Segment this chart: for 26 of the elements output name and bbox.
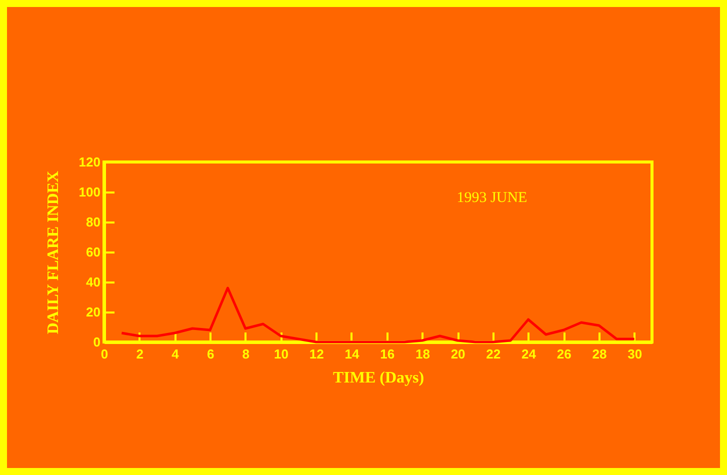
x-tick-label: 28: [592, 346, 607, 362]
line-series: [120, 286, 636, 344]
x-tick-label: 18: [415, 346, 430, 362]
x-tick-label: 12: [309, 346, 324, 362]
y-tick-label: 60: [86, 244, 100, 260]
x-tick-label: 2: [136, 346, 144, 362]
x-tick-label: 16: [380, 346, 395, 362]
y-tick-label: 100: [78, 184, 100, 200]
y-tick-label: 40: [86, 274, 100, 290]
x-tick-label: 8: [242, 346, 250, 362]
y-axis-title: DAILY FLARE INDEX: [44, 170, 62, 334]
x-tick-label: 24: [522, 346, 537, 362]
x-tick-label: 10: [274, 346, 289, 362]
y-tick-label: 120: [78, 154, 100, 170]
x-tick-label: 30: [628, 346, 642, 362]
x-tick-label: 20: [450, 346, 466, 362]
x-tick-label: 4: [172, 346, 180, 362]
x-tick-label: 22: [486, 346, 501, 362]
x-tick-label: 14: [344, 346, 360, 362]
x-tick-label: 26: [556, 346, 572, 362]
x-axis-title: TIME (Days): [332, 370, 424, 386]
annotation: 1993 JUNE: [456, 190, 528, 206]
y-tick-label: 20: [86, 304, 100, 320]
y-tick-label: 80: [86, 214, 100, 230]
y-tick-label: 0: [93, 334, 100, 350]
x-tick-label: 6: [206, 346, 214, 362]
